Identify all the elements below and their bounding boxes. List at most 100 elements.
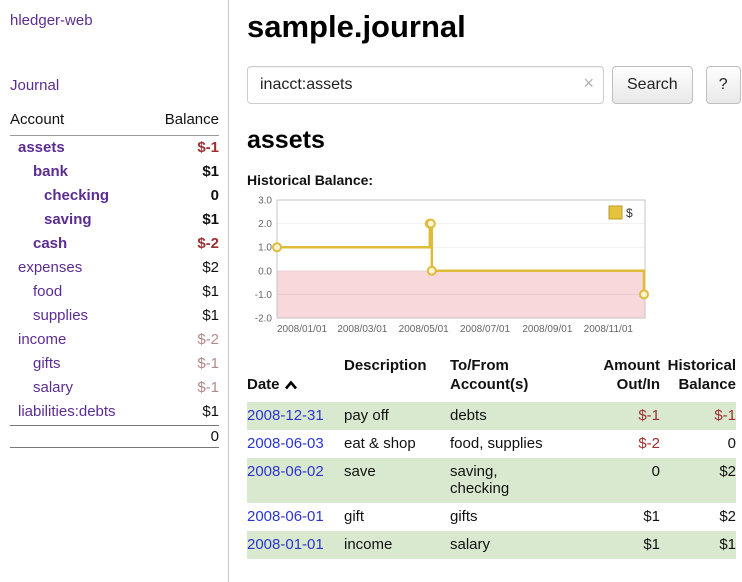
transaction-accounts: salary xyxy=(450,530,582,559)
legend-swatch xyxy=(608,205,623,220)
transaction-description: income xyxy=(344,530,450,559)
search-button[interactable]: Search xyxy=(612,66,693,105)
account-link-expenses[interactable]: expenses xyxy=(18,259,83,276)
account-link-income[interactable]: income xyxy=(18,331,67,348)
account-row: salary $-1 xyxy=(10,376,219,400)
account-balance: $-1 xyxy=(197,379,219,396)
transaction-amount: 0 xyxy=(582,457,660,503)
register-row: 2008-01-01 income salary $1 $1 xyxy=(247,530,736,559)
account-balance: $-2 xyxy=(197,331,219,348)
transaction-accounts: food, supplies xyxy=(450,434,543,452)
journal-link[interactable]: Journal xyxy=(10,77,60,94)
transaction-description: save xyxy=(344,457,450,503)
account-row: assets $-1 xyxy=(10,136,219,160)
transaction-date-link[interactable]: 2008-01-01 xyxy=(247,535,324,553)
transaction-balance: 0 xyxy=(727,434,736,452)
help-button[interactable]: ? xyxy=(705,66,741,105)
account-link-liabilities-debts[interactable]: liabilities:debts xyxy=(18,403,116,420)
accounts-total: 0 xyxy=(10,425,219,448)
data-point-marker xyxy=(638,289,649,300)
column-header-date[interactable]: Date xyxy=(247,355,344,402)
search-bar: × Search ? xyxy=(247,66,741,105)
column-header-amount: Amount Out/In xyxy=(603,357,660,393)
account-link-supplies[interactable]: supplies xyxy=(33,307,89,324)
transaction-balance: $-1 xyxy=(660,401,736,430)
transaction-description: pay off xyxy=(344,401,450,430)
y-tick-label: 1.0 xyxy=(258,243,272,254)
account-row: bank $1 xyxy=(10,160,219,184)
transaction-accounts: gifts xyxy=(450,507,478,525)
accounts-table-header: Account Balance xyxy=(10,111,219,136)
account-row: saving $1 xyxy=(10,208,219,232)
account-link-cash[interactable]: cash xyxy=(33,235,68,252)
transaction-amount: $-2 xyxy=(638,434,660,452)
search-input[interactable] xyxy=(247,66,604,105)
account-row: liabilities:debts $1 xyxy=(10,400,219,424)
account-row: cash $-2 xyxy=(10,232,219,256)
search-box: × xyxy=(247,66,604,105)
chart-title: Historical Balance: xyxy=(247,172,374,189)
y-tick-label: -1.0 xyxy=(255,290,273,301)
y-tick-label: 2.0 xyxy=(258,219,272,230)
transaction-date-link[interactable]: 2008-06-02 xyxy=(247,462,324,480)
sidebar: hledger-web Journal Account Balance asse… xyxy=(0,0,229,582)
account-row: checking 0 xyxy=(10,184,219,208)
transaction-amount: $1 xyxy=(643,507,660,525)
account-link-gifts[interactable]: gifts xyxy=(33,355,61,372)
account-balance: $1 xyxy=(202,211,219,228)
account-balance: $-1 xyxy=(197,355,219,372)
register-row: 2008-06-03 eat & shop food, supplies $-2… xyxy=(247,430,736,458)
account-balance: $1 xyxy=(202,307,219,324)
historical-balance-chart: 3.0 2.0 1.0 0.0 -1.0 -2.0 2008/01/01 2008/03/01… xyxy=(255,196,649,335)
register-header-row: Date Description To/From Account(s) Amou… xyxy=(247,355,736,402)
account-link-salary[interactable]: salary xyxy=(33,379,74,396)
transaction-balance: $2 xyxy=(719,507,736,525)
accounts-header-account: Account xyxy=(10,111,65,128)
account-link-checking[interactable]: checking xyxy=(44,187,110,204)
register-row: 2008-06-02 save saving, checking 0 $2 xyxy=(247,457,736,503)
transaction-amount: $-1 xyxy=(582,401,660,430)
accounts-table: Account Balance assets $-1 bank $1 check… xyxy=(10,111,219,448)
clear-search-icon[interactable]: × xyxy=(583,73,594,94)
account-row: income $-2 xyxy=(10,328,219,352)
legend-label: $ xyxy=(626,206,633,220)
x-tick-label: 2008/01/01 xyxy=(277,324,327,335)
x-tick-label: 2008/03/01 xyxy=(337,324,387,335)
data-point-marker xyxy=(425,218,436,229)
transaction-balance: $1 xyxy=(660,530,736,559)
transaction-description: gift xyxy=(344,507,365,525)
data-point-marker xyxy=(426,265,437,276)
account-balance: $1 xyxy=(202,403,219,420)
account-link-food[interactable]: food xyxy=(33,283,63,300)
transaction-date-link[interactable]: 2008-06-03 xyxy=(247,434,324,452)
column-header-balance: Historical Balance xyxy=(667,357,736,393)
column-header-date-label: Date xyxy=(247,375,280,393)
account-row: supplies $1 xyxy=(10,304,219,328)
register-table: Date Description To/From Account(s) Amou… xyxy=(247,355,736,559)
account-row: expenses $2 xyxy=(10,256,219,280)
account-link-assets[interactable]: assets xyxy=(18,139,65,156)
column-header-accounts: To/From Account(s) xyxy=(450,357,529,393)
account-link-bank[interactable]: bank xyxy=(33,163,69,180)
account-row: gifts $-1 xyxy=(10,352,219,376)
account-balance: $1 xyxy=(202,163,219,180)
chart-container: 3.0 2.0 1.0 0.0 -1.0 -2.0 2008/01/01 2008/03/01… xyxy=(247,192,741,347)
brand-link[interactable]: hledger-web xyxy=(10,12,93,29)
account-link-saving[interactable]: saving xyxy=(44,211,92,228)
account-balance: $-2 xyxy=(197,235,219,252)
account-balance: 0 xyxy=(210,187,219,204)
column-header-description: Description xyxy=(344,357,427,375)
accounts-header-balance: Balance xyxy=(164,111,219,128)
transaction-date-link[interactable]: 2008-06-01 xyxy=(247,507,324,525)
account-balance: $-1 xyxy=(197,139,219,156)
y-tick-label: 0.0 xyxy=(258,266,272,277)
account-balance: $2 xyxy=(202,259,219,276)
x-tick-label: 2008/05/01 xyxy=(399,324,449,335)
transaction-accounts: saving, checking xyxy=(450,457,582,503)
x-tick-label: 2008/09/01 xyxy=(522,324,572,335)
register-row: 2008-12-31 pay off debts $-1 $-1 xyxy=(247,401,736,430)
transaction-date-link[interactable]: 2008-12-31 xyxy=(247,406,324,424)
transaction-amount: $1 xyxy=(582,530,660,559)
x-tick-label: 2008/11/01 xyxy=(584,324,634,335)
